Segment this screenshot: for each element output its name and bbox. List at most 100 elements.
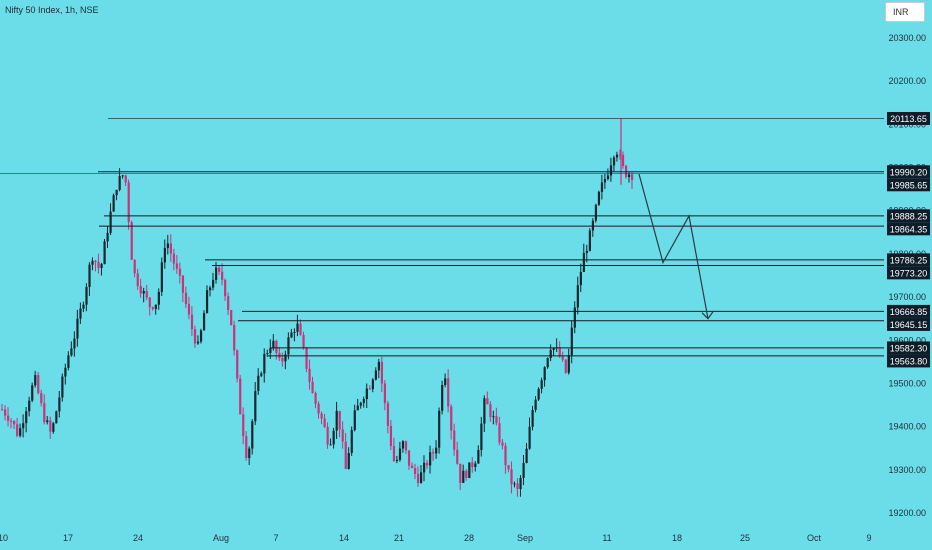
candle-body [429,452,432,466]
candle-body [302,334,305,348]
candle-body [603,179,607,183]
candle-body [148,297,151,308]
candle-body [124,175,127,183]
candle-body [456,449,459,464]
candle-body [597,191,601,205]
x-tick-label: 14 [339,533,349,543]
candle-body [7,415,10,421]
candle-body [49,420,52,432]
candle-body [591,220,595,231]
x-tick-label: 17 [63,533,73,543]
candle-body [359,402,362,406]
candle-body [218,267,221,272]
candle-body [627,174,631,177]
candle-body [19,428,22,436]
x-tick-label: 7 [273,533,278,543]
candle-body [558,347,561,357]
candle-body [190,314,194,330]
candle-body [353,410,356,431]
x-tick-label: 25 [740,533,750,543]
candle-body [392,445,396,461]
candle-body [317,403,320,414]
x-tick-label: 21 [394,533,404,543]
candle-body [202,313,206,331]
price-level-label-box [887,111,930,125]
candle-body [130,222,133,260]
candle-body [34,375,37,386]
candle-body [55,411,58,424]
projection-path[interactable] [638,173,709,319]
candle-body [465,470,468,478]
candle-body [284,354,287,362]
candle-body [543,367,546,381]
candle-body [326,426,329,445]
candle-body [94,260,97,262]
candle-body [133,259,136,274]
candle-body [70,348,73,356]
candle-body [242,414,245,437]
candle-body [184,292,188,305]
candle-body [109,211,112,233]
candle-body [208,287,212,291]
candle-body [4,409,7,416]
candle-body [82,304,85,309]
candle-body [444,378,447,385]
candle-body [67,355,70,368]
candle-body [299,323,302,335]
candle-body [88,264,91,287]
candle-body [588,230,591,251]
price-level-label: 19645.15 [890,320,928,330]
candle-body [22,423,25,429]
candle-body [118,176,121,190]
currency-selector[interactable]: INR [885,2,925,22]
price-level-label-box [887,165,930,179]
candle-body [37,375,40,394]
candle-body [450,406,453,431]
candle-body [221,271,224,280]
candle-body [46,420,49,423]
candle-body [239,378,242,415]
candle-body [474,463,477,467]
y-tick-label: 20300.00 [888,33,926,43]
candle-body [371,379,374,390]
candle-body [419,472,423,483]
candle-body [233,325,236,351]
candle-body [308,368,311,382]
candle-body [377,361,380,371]
price-level-label-box [887,317,930,331]
candle-body [501,442,504,446]
price-level-label: 19985.65 [890,180,928,190]
candle-body [498,423,501,443]
candle-body [374,370,377,380]
candle-body [567,354,570,373]
candle-body [383,383,387,404]
candle-body [245,436,248,459]
candle-body [323,418,326,427]
candle-body [426,462,429,466]
candle-body [546,358,549,368]
candle-body [594,204,598,221]
candle-body [272,340,275,349]
candle-body [311,381,314,393]
candle-body [251,421,254,449]
candle-body [344,441,347,469]
candle-body [142,291,145,294]
candle-body [157,291,160,305]
y-tick-label: 19300.00 [888,465,926,475]
candle-body [290,332,293,338]
candle-body [64,367,67,377]
candle-body [106,232,109,242]
candle-body [103,241,106,265]
y-tick-label: 19600.00 [888,335,926,345]
candle-body [432,452,435,454]
x-tick-label: 10 [0,533,8,543]
candle-body [480,423,483,450]
y-tick-label: 19400.00 [888,422,926,432]
candle-body [58,397,61,412]
candle-body [489,404,492,418]
candle-body [254,391,257,422]
price-level-label: 19990.20 [890,167,928,177]
candle-body [293,331,296,333]
candle-body [172,253,176,264]
